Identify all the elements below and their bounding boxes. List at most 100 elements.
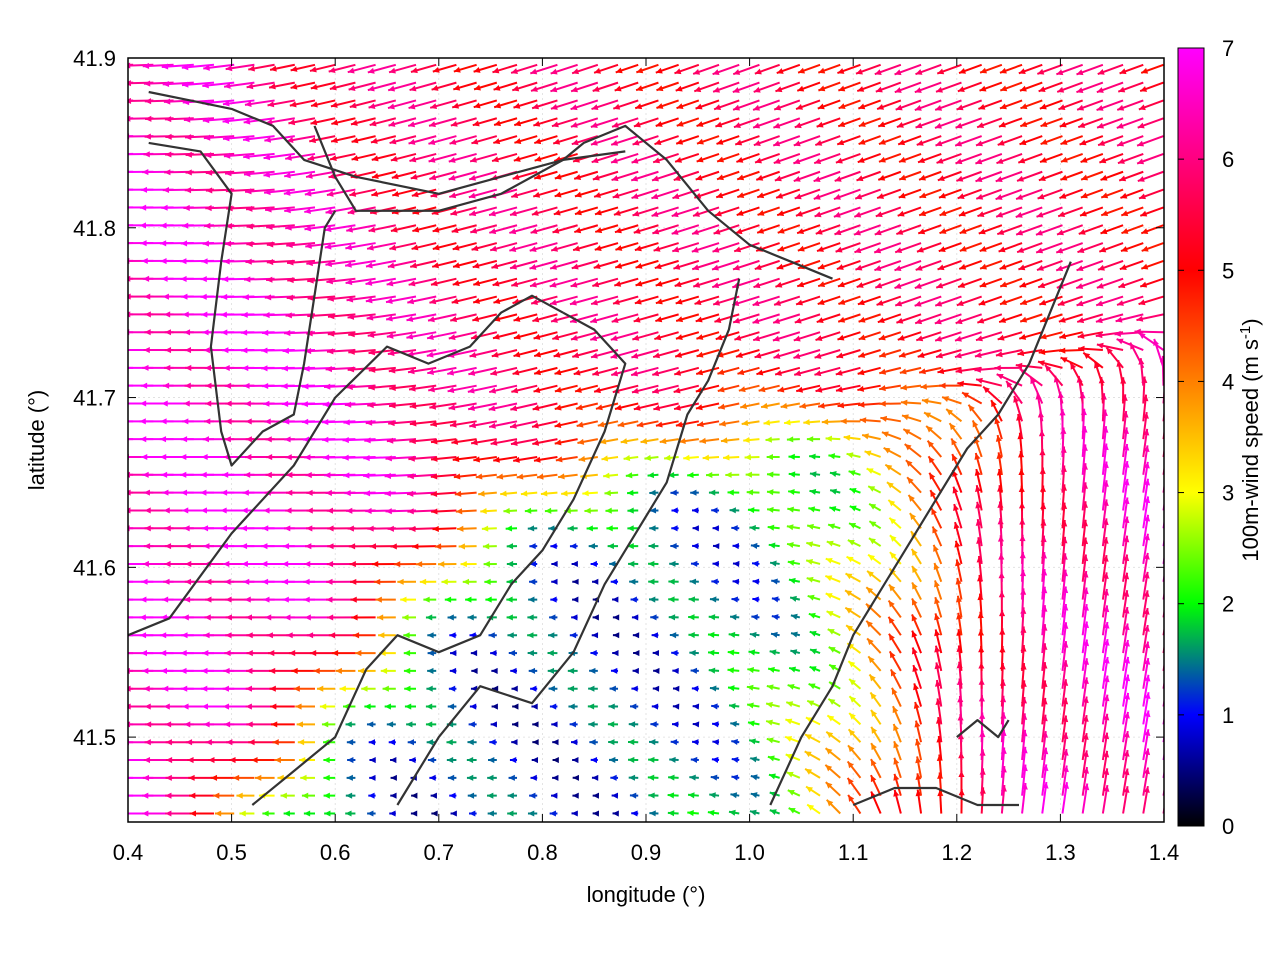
wind-vector xyxy=(506,614,518,621)
wind-vector-head xyxy=(263,400,270,407)
wind-vector xyxy=(592,792,600,799)
wind-vector-head xyxy=(575,404,583,411)
wind-vector-head xyxy=(673,387,681,394)
wind-vector xyxy=(957,380,982,387)
wind-vector-head xyxy=(183,525,190,532)
wind-vector xyxy=(787,683,801,690)
wind-vector xyxy=(835,384,861,393)
wind-vector-head xyxy=(104,276,110,282)
wind-vector-head xyxy=(809,666,817,672)
wind-vector xyxy=(507,632,518,639)
wind-vector xyxy=(911,581,922,601)
wind-vector-head xyxy=(487,810,494,817)
wind-vector-head xyxy=(1018,264,1026,271)
wind-vector-head xyxy=(731,596,739,603)
wind-vector-head xyxy=(1164,570,1170,577)
wind-vector xyxy=(725,471,740,478)
wind-vector-head xyxy=(184,560,192,567)
wind-vector-head xyxy=(220,525,227,532)
wind-vector xyxy=(574,384,599,393)
wind-vector xyxy=(821,418,841,425)
wind-vector-head xyxy=(103,704,109,710)
wind-vector xyxy=(470,438,497,446)
wind-vector xyxy=(551,578,558,585)
wind-vector xyxy=(481,525,497,532)
wind-vector-head xyxy=(750,792,758,799)
wind-vector xyxy=(449,420,477,428)
wind-vector-head xyxy=(903,429,911,435)
wind-vector-head xyxy=(241,347,248,354)
wind-vector xyxy=(670,489,679,496)
wind-vector-head xyxy=(667,810,675,817)
wind-vector xyxy=(690,667,699,674)
wind-vector-head xyxy=(857,385,865,392)
wind-vector xyxy=(1142,674,1151,707)
wind-vector xyxy=(911,598,922,618)
wind-vector xyxy=(527,650,538,657)
wind-vector-head xyxy=(568,703,575,710)
wind-vector-head xyxy=(225,632,232,639)
wind-vector xyxy=(491,349,518,358)
wind-vector-head xyxy=(697,421,704,428)
wind-vector-head xyxy=(632,667,639,674)
wind-vector-head xyxy=(806,576,814,583)
wind-vector-head xyxy=(390,792,397,799)
wind-vector-head xyxy=(875,282,883,289)
wind-vector xyxy=(627,489,639,496)
wind-vector xyxy=(571,739,578,746)
wind-vector xyxy=(907,494,922,512)
wind-vector-head xyxy=(1083,783,1090,791)
wind-vector-head xyxy=(210,774,218,781)
wind-vector-head xyxy=(650,614,657,621)
wind-vector xyxy=(571,560,578,567)
wind-vector xyxy=(601,455,619,462)
wind-vector xyxy=(1059,331,1083,340)
wind-vector-head xyxy=(139,418,146,425)
wind-vector-head xyxy=(934,645,941,653)
wind-vector-head xyxy=(505,525,513,532)
wind-vector-head xyxy=(251,756,258,764)
wind-vector-head xyxy=(788,488,795,496)
wind-vector-head xyxy=(140,596,147,603)
wind-vector xyxy=(692,721,700,728)
wind-vector xyxy=(752,596,760,603)
wind-vector-head xyxy=(161,400,168,407)
wind-vector-head xyxy=(165,792,172,799)
wind-vector-head xyxy=(163,578,170,585)
wind-vector-head xyxy=(877,317,885,324)
wind-vector xyxy=(450,810,457,817)
wind-vector-head xyxy=(530,685,537,692)
wind-vector-head xyxy=(527,632,534,639)
wind-vector-head xyxy=(388,739,396,746)
wind-vector-head xyxy=(355,650,362,657)
wind-vector-head xyxy=(916,335,924,342)
wind-vector xyxy=(475,473,497,480)
wind-vector-head xyxy=(667,792,675,799)
wind-vector xyxy=(483,560,497,568)
wind-vector-head xyxy=(692,739,699,746)
wind-vector xyxy=(1122,768,1130,796)
wind-vector xyxy=(912,664,923,690)
wind-vector-head xyxy=(649,489,656,496)
wind-vector xyxy=(628,721,639,728)
wind-vector-head xyxy=(633,404,641,411)
wind-vector-head xyxy=(942,396,950,402)
wind-vector xyxy=(825,592,841,601)
wind-vector-head xyxy=(368,384,375,391)
wind-vector-head xyxy=(430,421,438,428)
wind-vector-head xyxy=(549,810,556,817)
wind-vector-head xyxy=(767,524,775,531)
wind-vector xyxy=(805,558,821,565)
wind-vector xyxy=(507,810,518,817)
wind-vector-head xyxy=(224,382,231,389)
wind-vector xyxy=(826,610,841,619)
wind-vector xyxy=(555,455,578,463)
wind-vector-head xyxy=(143,543,151,550)
wind-vector-head xyxy=(849,523,857,529)
wind-vector-head xyxy=(974,366,981,373)
wind-vector xyxy=(599,438,619,445)
wind-vector xyxy=(709,792,720,799)
wind-vector-head xyxy=(1123,623,1130,631)
wind-vector xyxy=(870,774,882,797)
wind-vector-head xyxy=(554,404,562,411)
